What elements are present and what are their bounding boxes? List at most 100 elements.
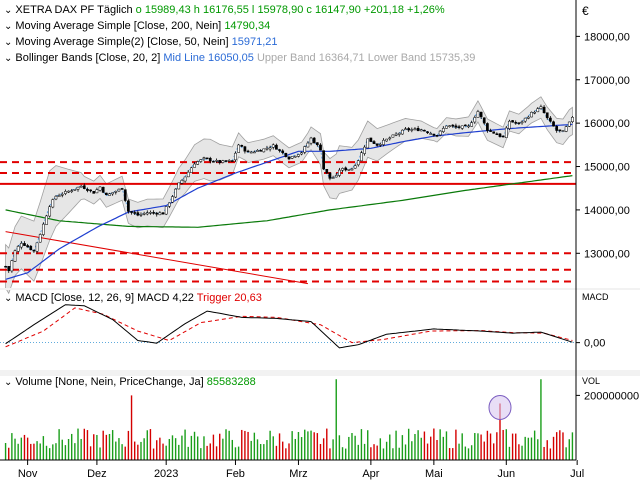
candle-body bbox=[410, 129, 414, 131]
low-value: 15978,90 bbox=[257, 4, 304, 16]
macd-pane bbox=[0, 304, 576, 349]
volume-bar bbox=[508, 446, 511, 460]
volume-bar bbox=[71, 433, 73, 460]
macd-tick-label: 0,00 bbox=[584, 338, 605, 350]
volume-bar bbox=[568, 439, 570, 460]
candle-body bbox=[520, 121, 524, 124]
volume-bar bbox=[181, 435, 183, 460]
candle-body bbox=[467, 125, 470, 128]
candle-body bbox=[218, 159, 222, 164]
candle-body bbox=[552, 121, 555, 127]
candle-body bbox=[511, 120, 514, 123]
candle-body bbox=[363, 146, 366, 154]
volume-bar bbox=[407, 428, 410, 460]
volume-bar bbox=[200, 448, 202, 460]
volume-bar bbox=[121, 444, 123, 460]
volume-bar bbox=[401, 435, 404, 460]
chevron-down-icon[interactable]: ⌄ bbox=[4, 53, 13, 64]
volume-bar bbox=[152, 448, 155, 460]
ma50-legend: ⌄ Moving Average Simple(2) [Close, 50, Ne… bbox=[4, 34, 278, 51]
candle-body bbox=[460, 125, 464, 129]
volume-bar bbox=[159, 437, 161, 460]
candle-body bbox=[464, 124, 467, 127]
volume-bar bbox=[458, 443, 460, 460]
open-value: 15989,43 bbox=[144, 4, 191, 16]
volume-bar bbox=[483, 441, 485, 460]
candle-body bbox=[476, 111, 480, 118]
candle-body bbox=[224, 160, 228, 162]
volume-bar bbox=[39, 443, 41, 460]
candle-body bbox=[435, 135, 439, 137]
volume-bar bbox=[99, 447, 101, 460]
volume-bar bbox=[291, 431, 293, 460]
volume-bar bbox=[439, 429, 441, 460]
candle-body bbox=[397, 132, 401, 135]
volume-bar bbox=[215, 446, 218, 460]
trend-line bbox=[5, 231, 308, 285]
chevron-down-icon[interactable]: ⌄ bbox=[4, 37, 13, 48]
candle-body bbox=[303, 146, 307, 153]
candle-body bbox=[360, 152, 363, 162]
candle-body bbox=[347, 169, 351, 171]
candle-body bbox=[508, 120, 511, 129]
candle-body bbox=[48, 206, 52, 217]
volume-bar bbox=[307, 431, 309, 460]
volume-bar bbox=[67, 439, 70, 460]
macd-text: MACD [Close, 12, 26, 9] bbox=[15, 292, 134, 304]
candle-body bbox=[539, 106, 543, 109]
candle-body bbox=[199, 159, 203, 162]
candle-body bbox=[451, 124, 455, 127]
volume-bar bbox=[357, 444, 359, 460]
candle-body bbox=[413, 128, 417, 131]
volume-bar bbox=[168, 438, 171, 460]
candle-body bbox=[297, 154, 300, 157]
chevron-down-icon[interactable]: ⌄ bbox=[4, 21, 13, 32]
chevron-down-icon[interactable]: ⌄ bbox=[4, 293, 13, 304]
candle-body bbox=[489, 130, 492, 132]
volume-bar bbox=[222, 438, 224, 460]
volume-bar bbox=[376, 445, 378, 460]
volume-bar bbox=[555, 432, 558, 460]
volume-bar bbox=[127, 430, 130, 460]
volume-bar bbox=[294, 438, 296, 460]
candle-body bbox=[136, 212, 140, 216]
candle-body bbox=[240, 144, 244, 147]
volume-bar bbox=[549, 448, 552, 460]
candle-body bbox=[76, 186, 80, 190]
chevron-down-icon[interactable]: ⌄ bbox=[4, 377, 13, 388]
open-label: o bbox=[135, 4, 142, 16]
candle-body bbox=[278, 149, 281, 151]
volume-bar bbox=[244, 430, 246, 460]
price-tick-label: 15000,00 bbox=[584, 162, 630, 174]
volume-bar bbox=[420, 437, 422, 460]
volume-bar bbox=[184, 429, 186, 460]
volume-bar bbox=[23, 434, 26, 460]
candle-body bbox=[104, 192, 108, 196]
volume-bar bbox=[140, 441, 142, 460]
volume-bar bbox=[130, 395, 133, 460]
volume-bar bbox=[455, 429, 457, 460]
candle-body bbox=[331, 177, 335, 179]
price-tick-label: 14000,00 bbox=[584, 205, 630, 217]
volume-bar bbox=[102, 430, 104, 460]
candle-body bbox=[567, 121, 571, 127]
candle-body bbox=[372, 141, 376, 144]
highlight-circle bbox=[488, 394, 512, 420]
candle-body bbox=[227, 160, 231, 162]
candle-body bbox=[549, 117, 552, 122]
candle-body bbox=[155, 212, 159, 215]
chevron-down-icon[interactable]: ⌄ bbox=[4, 5, 13, 16]
candle-body bbox=[70, 190, 74, 192]
volume-bar bbox=[382, 448, 385, 460]
candle-body bbox=[82, 185, 86, 189]
volume-bar bbox=[537, 439, 539, 460]
volume-bar bbox=[190, 435, 193, 460]
candle-body bbox=[108, 193, 111, 196]
volume-bar bbox=[442, 436, 445, 460]
candle-body bbox=[378, 144, 382, 146]
volume-bar bbox=[219, 433, 221, 460]
volume-bar bbox=[253, 432, 256, 460]
candle-body bbox=[423, 129, 426, 132]
volume-bar bbox=[52, 444, 54, 460]
